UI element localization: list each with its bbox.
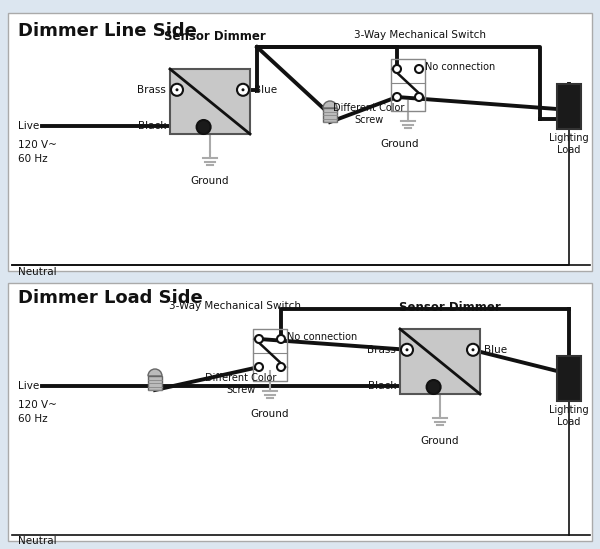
Text: Blue: Blue <box>484 345 507 355</box>
Text: No connection: No connection <box>287 332 357 342</box>
Bar <box>8 283 592 541</box>
Wedge shape <box>323 101 337 108</box>
Circle shape <box>255 363 263 371</box>
Text: Neutral: Neutral <box>18 536 56 546</box>
Circle shape <box>171 84 183 96</box>
Circle shape <box>393 65 401 73</box>
Bar <box>557 84 581 129</box>
Wedge shape <box>148 369 162 376</box>
Circle shape <box>255 335 263 343</box>
Circle shape <box>197 120 211 134</box>
Text: 3-Way Mechanical Switch: 3-Way Mechanical Switch <box>354 30 486 40</box>
Circle shape <box>277 335 285 343</box>
Circle shape <box>393 93 401 101</box>
Text: Lighting
Load: Lighting Load <box>549 405 589 427</box>
Text: 60 Hz: 60 Hz <box>18 414 47 424</box>
Text: Neutral: Neutral <box>18 267 56 277</box>
Text: Lighting
Load: Lighting Load <box>549 133 589 155</box>
Circle shape <box>241 88 245 91</box>
Bar <box>148 376 162 390</box>
Text: 60 Hz: 60 Hz <box>18 154 47 164</box>
Text: 3-Way Mechanical Switch: 3-Way Mechanical Switch <box>169 301 301 311</box>
Circle shape <box>176 88 179 91</box>
Text: Sensor Dimmer: Sensor Dimmer <box>399 301 501 314</box>
Circle shape <box>406 348 409 351</box>
Bar <box>557 356 581 401</box>
Circle shape <box>401 344 413 356</box>
Text: Sensor Dimmer: Sensor Dimmer <box>164 30 266 43</box>
Text: Different Color
Screw: Different Color Screw <box>334 103 404 125</box>
Bar <box>400 329 480 394</box>
Text: Ground: Ground <box>421 436 459 446</box>
Circle shape <box>415 65 423 73</box>
Bar <box>170 69 250 134</box>
Text: 120 V~: 120 V~ <box>18 400 57 410</box>
Circle shape <box>237 84 249 96</box>
Bar <box>8 13 592 271</box>
Text: Brass: Brass <box>137 85 166 95</box>
Text: Ground: Ground <box>381 139 419 149</box>
Circle shape <box>277 363 285 371</box>
Text: Black: Black <box>368 381 396 391</box>
Circle shape <box>472 348 475 351</box>
Text: Blue: Blue <box>254 85 277 95</box>
Text: No connection: No connection <box>425 62 495 72</box>
Text: Different Color
Screw: Different Color Screw <box>205 373 277 395</box>
Circle shape <box>415 93 423 101</box>
Circle shape <box>467 344 479 356</box>
Text: 120 V~: 120 V~ <box>18 140 57 150</box>
Text: Ground: Ground <box>191 176 229 186</box>
Text: Brass: Brass <box>367 345 396 355</box>
Circle shape <box>427 380 440 394</box>
Text: Ground: Ground <box>251 409 289 419</box>
Text: Dimmer Load Side: Dimmer Load Side <box>18 289 203 307</box>
Text: Live: Live <box>18 121 39 131</box>
Text: Live: Live <box>18 381 39 391</box>
Text: Black: Black <box>137 121 166 131</box>
Text: Dimmer Line Side: Dimmer Line Side <box>18 22 197 40</box>
Bar <box>323 108 337 122</box>
